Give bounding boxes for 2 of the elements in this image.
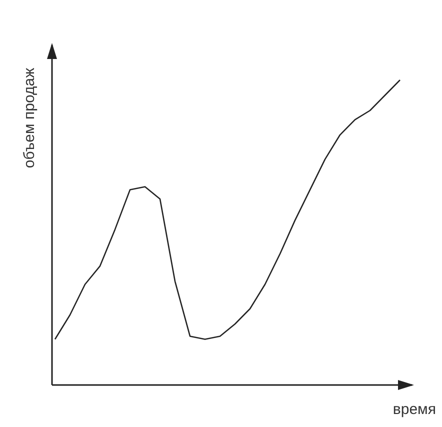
- x-axis-title: время: [392, 400, 436, 418]
- y-axis-title: объем продаж: [20, 68, 38, 168]
